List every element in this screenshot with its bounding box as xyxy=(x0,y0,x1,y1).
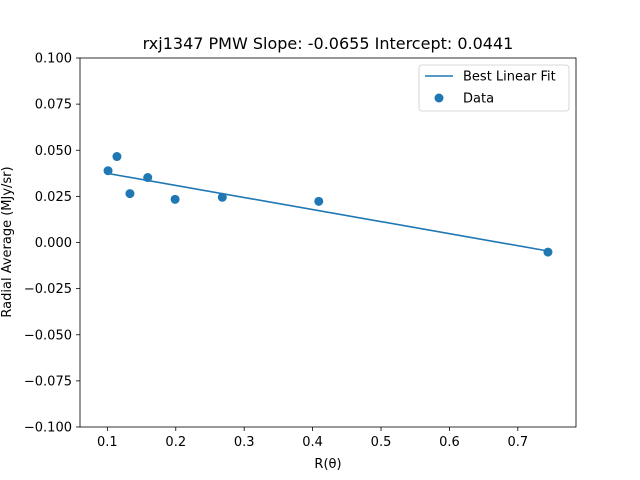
y-tick-label: 0.075 xyxy=(35,98,72,113)
x-tick-label: 0.3 xyxy=(234,435,255,450)
y-tick-label: −0.050 xyxy=(24,328,72,343)
data-point xyxy=(543,247,553,257)
data-point xyxy=(314,196,324,206)
y-tick-label: −0.025 xyxy=(24,282,72,297)
plot-area: 0.1 0.2 0.3 0.4 0.5 0.6 0.7 −0.100 −0.075 −0.050 −… xyxy=(24,52,577,450)
x-tick-label: 0.2 xyxy=(165,435,186,450)
data-point xyxy=(103,166,113,176)
x-tick-label: 0.4 xyxy=(302,435,323,450)
chart-title: rxj1347 PMW Slope: -0.0655 Intercept: 0.… xyxy=(143,34,514,53)
y-tick-label: 0.000 xyxy=(35,236,72,251)
data-point xyxy=(143,173,153,183)
axes-frame xyxy=(79,57,577,428)
data-point xyxy=(112,152,122,162)
y-tick-label: 0.050 xyxy=(35,144,72,159)
data-point xyxy=(217,192,227,202)
x-tick-label: 0.6 xyxy=(439,435,460,450)
y-tick-label: −0.100 xyxy=(24,421,72,436)
legend-marker-swatch xyxy=(434,93,444,103)
x-tick-label: 0.7 xyxy=(508,435,529,450)
data-point xyxy=(170,194,180,204)
x-tick-label: 0.5 xyxy=(371,435,392,450)
legend-box xyxy=(418,64,570,112)
legend-label: Data xyxy=(463,92,494,107)
y-tick-label: 0.100 xyxy=(35,52,72,67)
y-tick-label: 0.025 xyxy=(35,190,72,205)
y-axis-label: Radial Average (MJy/sr) xyxy=(0,166,15,317)
x-tick-label: 0.1 xyxy=(97,435,118,450)
series-line-best-linear-fit xyxy=(107,172,549,252)
x-axis-label: R(θ) xyxy=(314,457,341,472)
legend-label: Best Linear Fit xyxy=(463,70,556,85)
y-tick-label: −0.075 xyxy=(24,374,72,389)
data-point xyxy=(125,189,135,199)
